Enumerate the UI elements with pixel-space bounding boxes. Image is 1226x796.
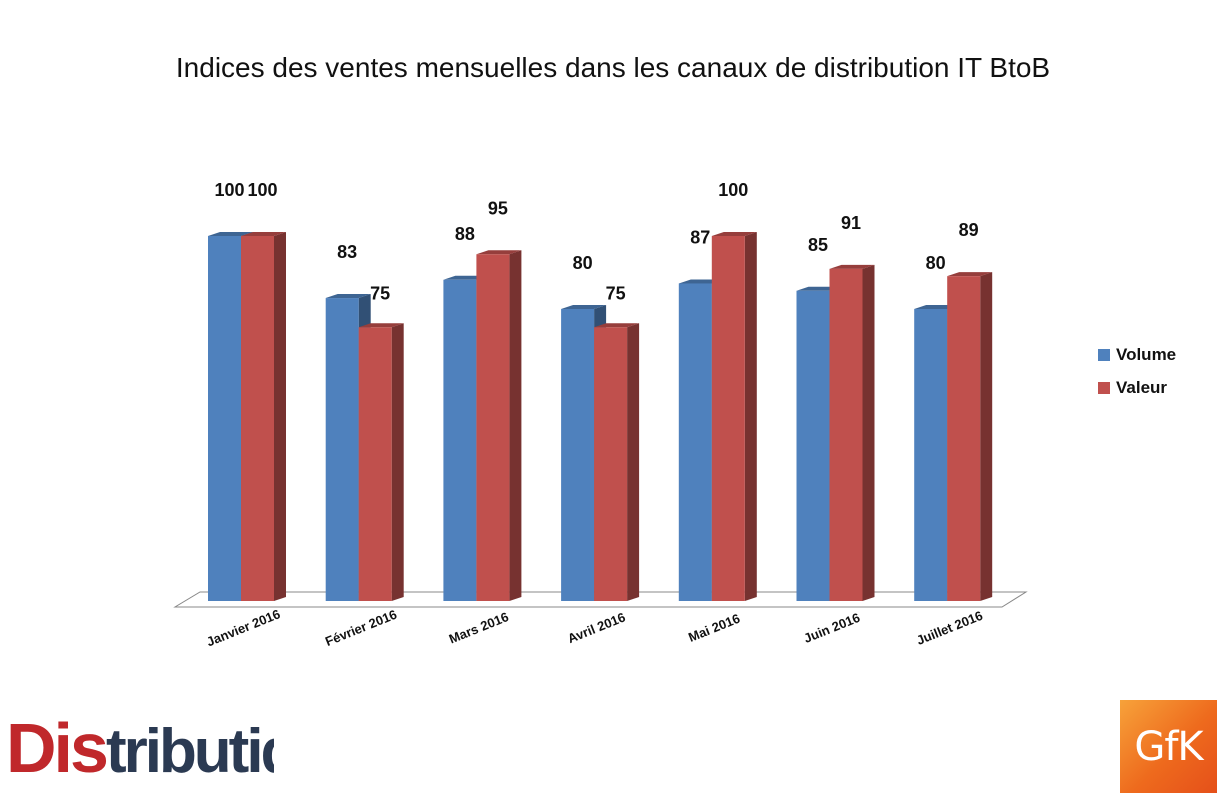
chart-title: Indices des ventes mensuelles dans les c… — [175, 52, 1051, 83]
category-label-4: Mai 2016 — [686, 611, 742, 645]
category-labels: Janvier 2016 Février 2016 Mars 2016 Avril 2… — [204, 606, 985, 649]
svg-text:Distributique: Distributique — [6, 712, 274, 787]
legend-label-volume: Volume — [1116, 344, 1177, 364]
value-label-volume-1: 83 — [337, 242, 357, 262]
category-label-1: Février 2016 — [323, 607, 399, 649]
value-label-valeur-5: 91 — [841, 213, 861, 233]
category-label-5: Juin 2016 — [802, 610, 863, 646]
value-label-valeur-1: 75 — [370, 283, 390, 303]
value-label-volume-4: 87 — [690, 227, 710, 247]
bar-valeur-3 — [594, 323, 640, 601]
value-label-valeur-2: 95 — [488, 198, 508, 218]
bar-valeur-5 — [829, 264, 875, 601]
category-label-2: Mars 2016 — [447, 609, 511, 646]
bars-group — [208, 232, 993, 601]
value-label-volume-5: 85 — [808, 235, 828, 255]
value-label-valeur-3: 75 — [606, 283, 626, 303]
legend-label-valeur: Valeur — [1116, 377, 1168, 397]
legend: Volume Valeur — [1098, 338, 1176, 404]
value-label-volume-6: 80 — [926, 253, 946, 273]
value-label-valeur-4: 100 — [718, 180, 748, 200]
value-label-volume-0: 100 — [214, 180, 244, 200]
gfk-logo-text: GfK — [1134, 723, 1203, 770]
category-label-6: Juillet 2016 — [914, 608, 985, 648]
bar-valeur-2 — [476, 250, 522, 601]
value-label-volume-2: 88 — [455, 224, 475, 244]
category-label-0: Janvier 2016 — [204, 606, 282, 649]
legend-item-volume: Volume — [1098, 338, 1176, 371]
value-label-valeur-0: 100 — [247, 180, 277, 200]
value-label-valeur-6: 89 — [959, 220, 979, 240]
bar-valeur-0 — [241, 232, 286, 601]
bar-valeur-4 — [711, 232, 757, 601]
bar-valeur-1 — [358, 323, 404, 601]
bar-valeur-6 — [947, 272, 993, 601]
gfk-logo: GfK — [1120, 700, 1217, 793]
legend-swatch-volume — [1098, 348, 1110, 361]
category-label-3: Avril 2016 — [565, 609, 627, 646]
legend-swatch-valeur — [1098, 381, 1110, 394]
distributique-logo: Distributique — [6, 712, 274, 787]
legend-item-valeur: Valeur — [1098, 371, 1176, 404]
value-label-volume-3: 80 — [573, 253, 593, 273]
